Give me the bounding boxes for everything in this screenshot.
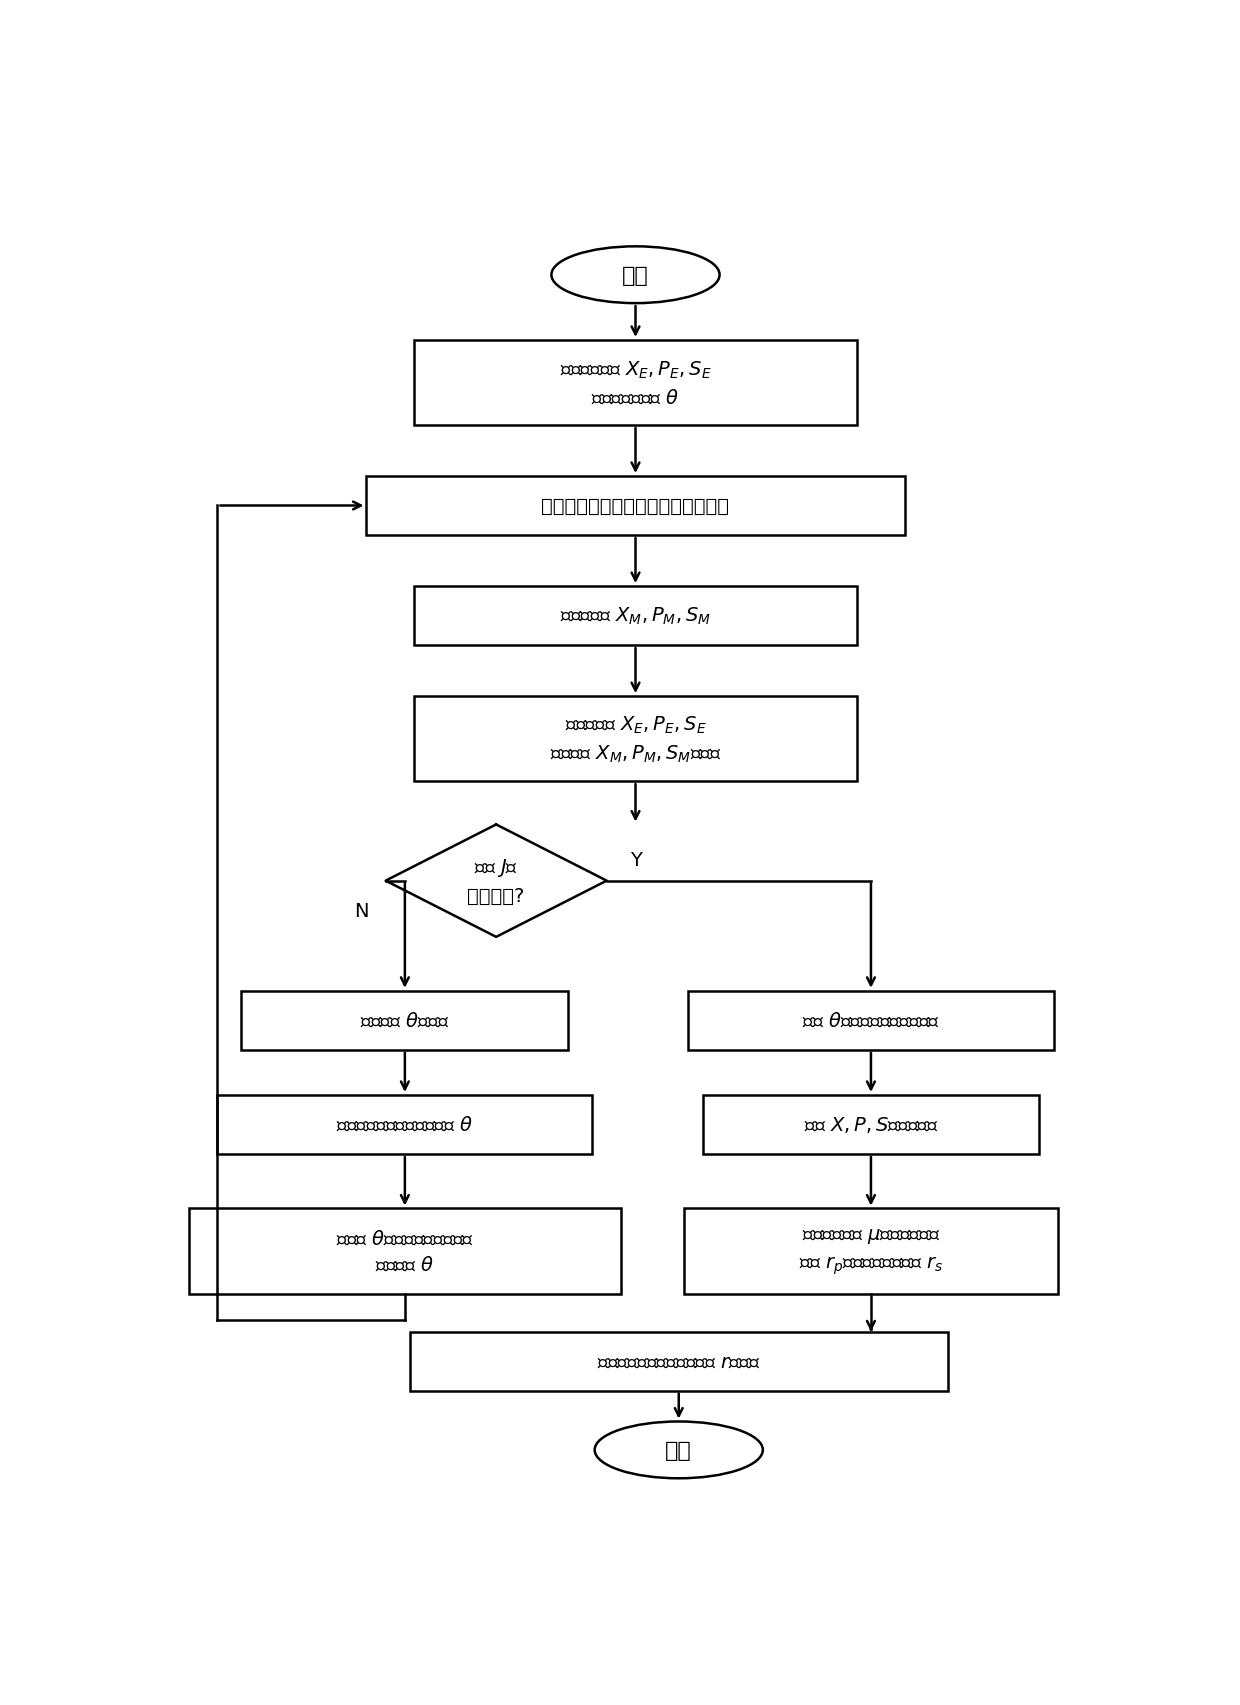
Polygon shape: [386, 825, 606, 938]
Ellipse shape: [552, 247, 719, 303]
Text: 获得 $X,P,S$动力学规律: 获得 $X,P,S$动力学规律: [804, 1115, 939, 1136]
Text: 评估各组 $\theta$的优劣: 评估各组 $\theta$的优劣: [361, 1011, 449, 1030]
Text: 耦合质量动力学与代谢通量平衡方程: 耦合质量动力学与代谢通量平衡方程: [542, 496, 729, 515]
Bar: [188, 1209, 621, 1294]
Text: 满足 $J$的
期望目标?: 满足 $J$的 期望目标?: [467, 858, 525, 905]
Bar: [367, 477, 905, 535]
Bar: [688, 991, 1054, 1050]
Text: 映射出细胞内部代谢流通量 $r$的变化: 映射出细胞内部代谢流通量 $r$的变化: [598, 1352, 760, 1371]
Text: N: N: [355, 902, 368, 921]
Text: 采集实验数据 $X_E,P_E,S_E$
初始化多组参数 $\theta$: 采集实验数据 $X_E,P_E,S_E$ 初始化多组参数 $\theta$: [559, 360, 712, 407]
Text: 参数 $\theta$代入方程形成耦合模型: 参数 $\theta$代入方程形成耦合模型: [802, 1011, 940, 1030]
Text: 计算实验值 $X_E,P_E,S_E$
与计算值 $X_M,P_M,S_M$的偏差: 计算实验值 $X_E,P_E,S_E$ 与计算值 $X_M,P_M,S_M$的偏…: [549, 714, 722, 764]
Text: 开始: 开始: [622, 266, 649, 285]
Text: 数值法求解 $X_M,P_M,S_M$: 数值法求解 $X_M,P_M,S_M$: [560, 605, 711, 627]
Bar: [683, 1209, 1059, 1294]
Text: 结束: 结束: [666, 1441, 692, 1459]
Ellipse shape: [595, 1422, 763, 1478]
Bar: [414, 697, 857, 783]
Bar: [703, 1095, 1039, 1154]
Text: 计算比生长率 $\mu$、比产物生成
速率 $r_p$和比底物消耗速率 $r_s$: 计算比生长率 $\mu$、比产物生成 速率 $r_p$和比底物消耗速率 $r_s…: [799, 1226, 944, 1277]
Bar: [409, 1332, 947, 1391]
Text: Y: Y: [630, 851, 641, 870]
Bar: [242, 991, 568, 1050]
Text: 按概率大小选择下一轮多组 $\theta$: 按概率大小选择下一轮多组 $\theta$: [336, 1115, 474, 1134]
Bar: [414, 587, 857, 646]
Text: 对各组 $\theta$进行交叉和变异运算
产生新的 $\theta$: 对各组 $\theta$进行交叉和变异运算 产生新的 $\theta$: [336, 1229, 474, 1274]
Bar: [217, 1095, 593, 1154]
Bar: [414, 341, 857, 426]
